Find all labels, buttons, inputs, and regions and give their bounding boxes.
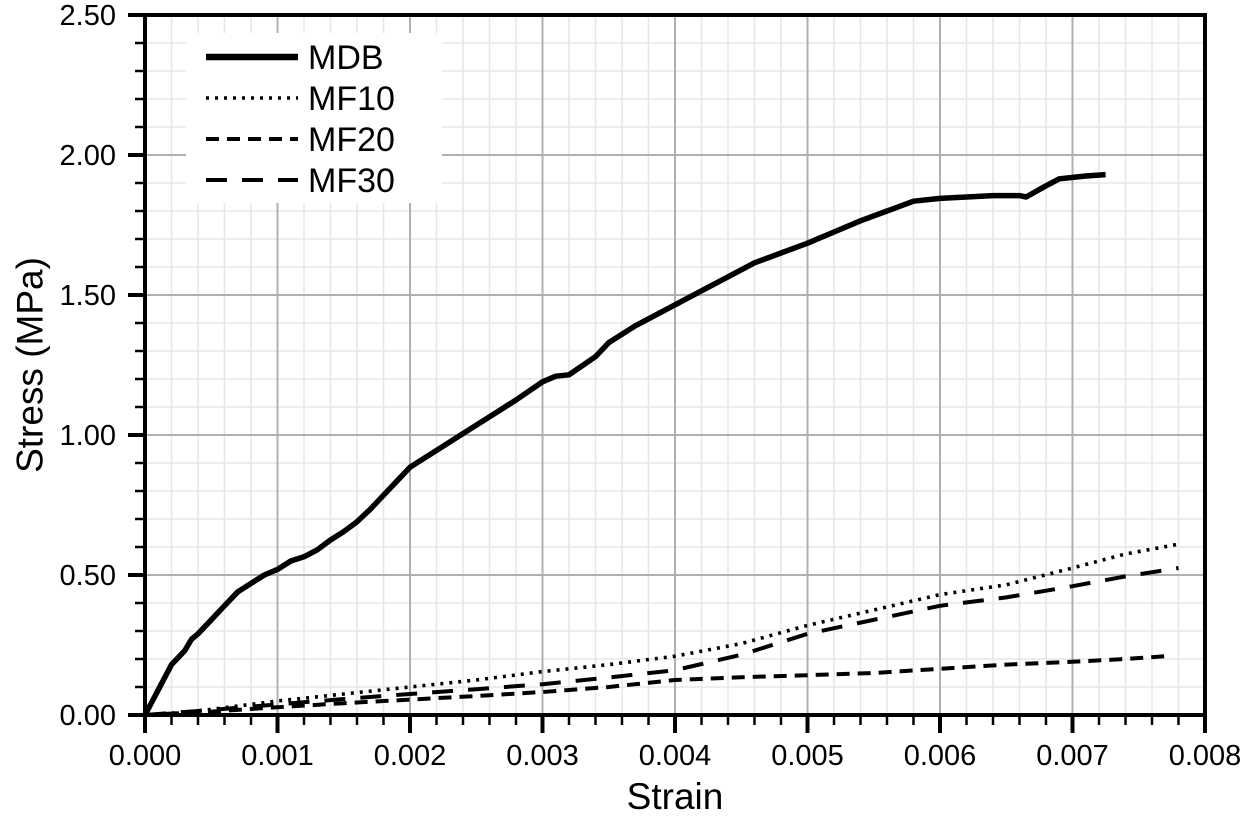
y-tick-label-1.50: 1.50 xyxy=(60,280,116,312)
x-tick-label-0.008: 0.008 xyxy=(1169,740,1242,772)
x-axis-title: Strain xyxy=(626,776,724,817)
legend-label-MF10: MF10 xyxy=(308,80,395,118)
series-line-MDB xyxy=(142,171,1106,717)
series-lines xyxy=(142,171,1179,717)
legend-item-MF20: MF20 xyxy=(206,121,395,159)
legend-background xyxy=(186,33,442,203)
legend-item-MF30: MF30 xyxy=(206,162,395,200)
x-tick-label-0.003: 0.003 xyxy=(506,740,579,772)
x-tick-label-0.002: 0.002 xyxy=(374,740,447,772)
y-tick-label-2.00: 2.00 xyxy=(60,140,116,172)
x-tick-label-0.004: 0.004 xyxy=(639,740,712,772)
y-tick-label-0.00: 0.00 xyxy=(60,700,116,732)
x-tick-label-0.007: 0.007 xyxy=(1036,740,1109,772)
y-tick-label-2.50: 2.50 xyxy=(60,0,116,32)
legend-label-MDB: MDB xyxy=(308,39,384,77)
series-line-MF20 xyxy=(144,654,1166,717)
legend-label-MF30: MF30 xyxy=(308,162,395,200)
x-tick-label-0.000: 0.000 xyxy=(109,740,182,772)
x-tick-label-0.001: 0.001 xyxy=(241,740,314,772)
y-tick-label-1.00: 1.00 xyxy=(60,420,116,452)
legend-label-MF20: MF20 xyxy=(308,121,395,159)
legend-item-MF10: MF10 xyxy=(206,80,395,118)
x-tick-label-0.006: 0.006 xyxy=(904,740,977,772)
x-tick-label-0.005: 0.005 xyxy=(771,740,844,772)
legend-item-MDB: MDB xyxy=(206,39,384,77)
y-axis-title: Stress (MPa) xyxy=(9,257,51,473)
axis-ticks: 0.000 0.001 0.002 0.003 0.004 0.005 0.006 0.007… xyxy=(60,0,1242,772)
series-line-MF10 xyxy=(144,542,1179,717)
y-tick-label-0.50: 0.50 xyxy=(60,560,116,592)
